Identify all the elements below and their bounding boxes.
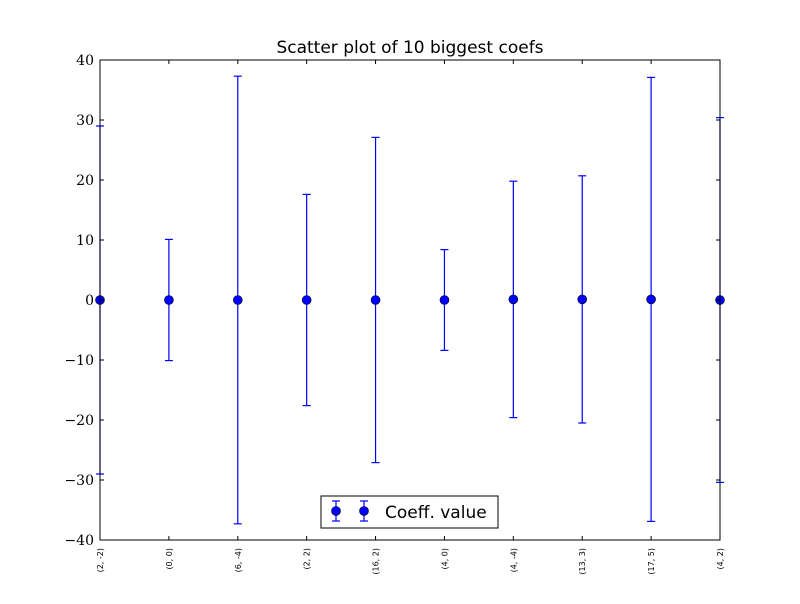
y-tick-label: 20 [76,173,94,189]
legend-marker [331,500,369,522]
data-point [577,294,588,305]
x-tick-label: (4, 2) [716,548,725,570]
x-tick-label: (4, 0) [440,548,449,570]
y-tick-label: 40 [76,53,94,69]
y-axis: 40 30 20 10 0 −10 −20 −30 −40 [64,53,720,549]
legend-box [320,495,499,529]
x-axis: (2, -2) (0, 0) (6, -4) (2, 2) (16, 2) (4, 0) (… [96,60,725,575]
data-point [370,295,381,305]
data-point [164,295,174,305]
data-point [646,294,656,305]
plot-frame [99,59,721,541]
errorbars-layer [96,75,724,525]
x-tick-label: (6, -4) [234,548,243,572]
x-tick-label: (2, 2) [303,548,312,570]
data-point [301,295,312,305]
x-tick-label: (16, 2) [372,548,381,575]
legend-label: Coeff. value [385,503,487,523]
legend-point [331,506,341,516]
data-point [232,295,243,305]
y-tick-label: 0 [85,293,94,309]
x-tick-label: (13, 3) [578,548,587,575]
x-tick-label: (17, 5) [647,548,656,575]
legend-point [359,506,369,516]
y-tick-label: −30 [64,473,94,489]
legend: Coeff. value [320,495,499,529]
x-tick-label: (4, -4) [509,548,518,572]
x-tick-label: (0, 0) [165,548,174,570]
y-tick-label: 10 [76,233,94,249]
points-layer [95,294,725,305]
x-tick-label: (2, -2) [96,548,105,572]
y-tick-label: −20 [64,413,94,429]
data-point [439,295,450,305]
data-point [508,294,519,305]
y-tick-label: −40 [64,533,94,549]
chart-title: Scatter plot of 10 biggest coefs [276,38,543,58]
y-tick-label: −10 [64,353,94,369]
y-tick-label: 30 [76,113,94,129]
